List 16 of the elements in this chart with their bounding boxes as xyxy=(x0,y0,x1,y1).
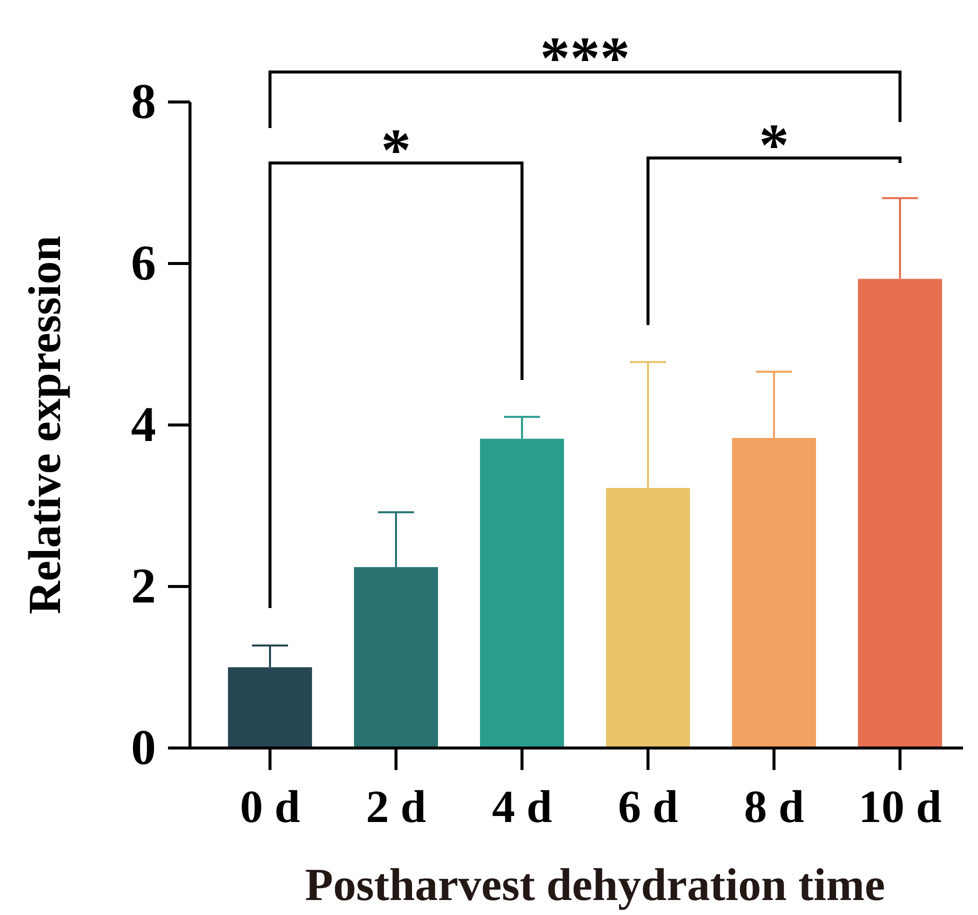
y-axis-title: Relative expression xyxy=(19,236,70,614)
text: *** xyxy=(540,25,630,91)
y-tick-label: 0 xyxy=(131,719,156,775)
x-tick-label: 8 d xyxy=(744,781,804,832)
x-axis-title: Postharvest dehydration time xyxy=(304,859,886,910)
annotation: * xyxy=(759,112,789,178)
x-tick-label: 10 d xyxy=(858,781,942,832)
annotation: * xyxy=(381,117,411,183)
x-tick-label: 4 d xyxy=(492,781,552,832)
y-tick-label: 4 xyxy=(131,396,156,452)
y-tick-label: 2 xyxy=(131,558,156,614)
x-tick-label: 2 d xyxy=(366,781,426,832)
x-tick-label: 6 d xyxy=(618,781,678,832)
y-tick-label: 8 xyxy=(131,73,156,129)
x-tick-label: 0 d xyxy=(240,781,300,832)
y-tick-label: 6 xyxy=(131,234,156,290)
